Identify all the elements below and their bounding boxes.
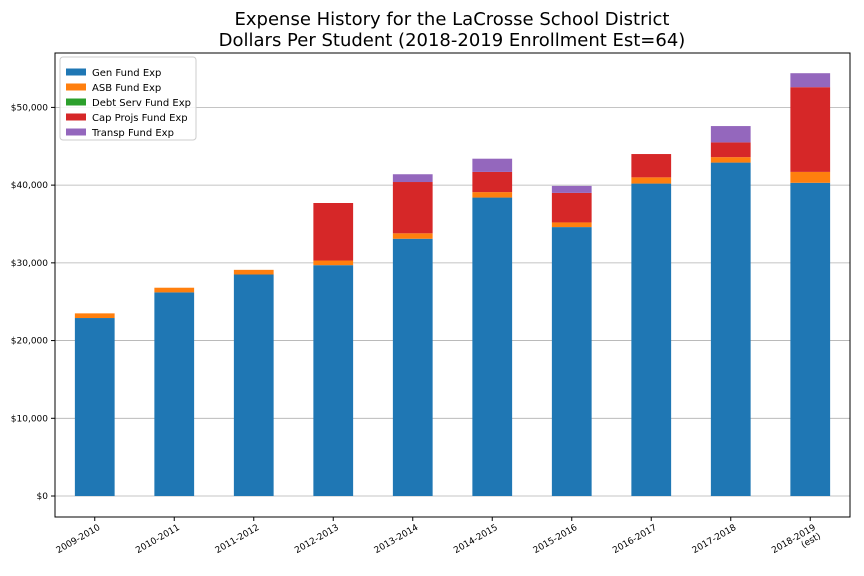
legend-swatch-cap-projs-fund-exp [66,113,86,121]
bar-2013-2014-asb-fund-exp [392,233,433,239]
bar-2014-2015-gen-fund-exp [472,197,513,497]
y-tick-label-2: $20,000 [11,337,48,347]
bar-2015-2016-asb-fund-exp [551,222,592,228]
chart-subtitle: Dollars Per Student (2018-2019 Enrollmen… [219,30,686,51]
bar-series [74,73,831,497]
y-axis-ticks: $0 $10,000 $20,000 $30,000 $40,000 $50,000 [11,103,55,502]
bar-2013-2014-gen-fund-exp [392,238,433,497]
legend-label-cap-projs-fund-exp: Cap Projs Fund Exp [92,113,188,124]
bar-2010-2011-asb-fund-exp [154,287,195,293]
bar-2012-2013-cap-projs-fund-exp [313,203,354,261]
bar-2014-2015-asb-fund-exp [472,192,513,198]
legend-swatch-gen-fund-exp [66,68,86,76]
chart-title: Expense History for the LaCrosse School … [235,9,670,30]
legend-label-asb-fund-exp: ASB Fund Exp [92,83,161,94]
legend: Gen Fund Exp ASB Fund Exp Debt Serv Fund E… [59,56,197,141]
y-tick-label-1: $10,000 [11,414,48,424]
bar-2011-2012-gen-fund-exp [233,274,274,497]
bar-2012-2013-gen-fund-exp [313,265,354,497]
bar-2010-2011-gen-fund-exp [154,292,195,497]
bar-2013-2014-cap-projs-fund-exp [392,182,433,234]
bar-2009-2010-gen-fund-exp [74,318,115,497]
bar-2017-2018-asb-fund-exp [710,157,751,163]
bar-2018-2019-est--gen-fund-exp [790,182,831,497]
bar-2013-2014-transp-fund-exp [392,174,433,183]
y-tick-label-5: $50,000 [11,103,48,113]
bar-2017-2018-cap-projs-fund-exp [710,142,751,158]
y-tick-label-4: $40,000 [11,181,48,191]
bar-2018-2019-est--transp-fund-exp [790,73,831,88]
bar-2016-2017-cap-projs-fund-exp [631,154,672,178]
y-tick-label-3: $30,000 [11,259,48,269]
y-tick-label-0: $0 [37,492,49,502]
bar-2016-2017-gen-fund-exp [631,183,672,497]
bar-2015-2016-transp-fund-exp [551,185,592,193]
bar-2015-2016-gen-fund-exp [551,227,592,497]
legend-label-debt-serv-fund-exp: Debt Serv Fund Exp [92,98,191,109]
bar-2014-2015-cap-projs-fund-exp [472,171,513,193]
bar-2016-2017-asb-fund-exp [631,177,672,184]
bar-2015-2016-cap-projs-fund-exp [551,192,592,223]
bar-2009-2010-asb-fund-exp [74,313,115,319]
legend-box [59,56,197,141]
bar-2018-2019-est--cap-projs-fund-exp [790,87,831,172]
legend-label-gen-fund-exp: Gen Fund Exp [92,68,161,79]
bar-2014-2015-transp-fund-exp [472,158,513,172]
bar-2012-2013-asb-fund-exp [313,260,354,266]
bar-2017-2018-gen-fund-exp [710,162,751,497]
bar-2018-2019-est--asb-fund-exp [790,171,831,183]
legend-swatch-debt-serv-fund-exp [66,98,86,106]
bar-2011-2012-asb-fund-exp [233,269,274,275]
legend-label-transp-fund-exp: Transp Fund Exp [91,128,174,139]
plot-frame [54,52,851,518]
bar-2017-2018-transp-fund-exp [710,126,751,143]
legend-swatch-asb-fund-exp [66,83,86,91]
legend-swatch-transp-fund-exp [66,128,86,136]
